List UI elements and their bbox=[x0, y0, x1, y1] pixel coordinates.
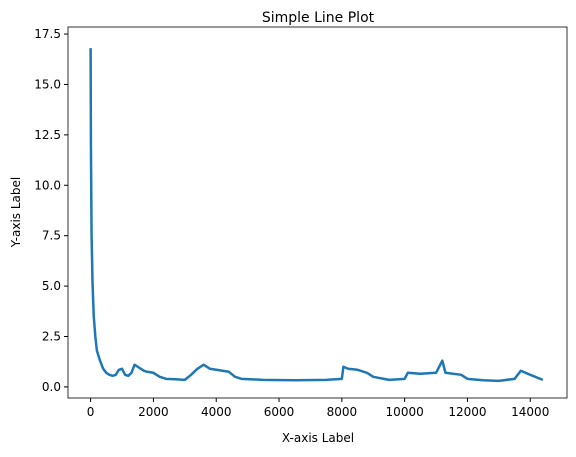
x-tick-label: 4000 bbox=[201, 405, 232, 419]
x-tick-label: 10000 bbox=[386, 405, 424, 419]
line-series bbox=[89, 48, 544, 383]
x-tick-label: 14000 bbox=[511, 405, 549, 419]
y-tick-label: 15.0 bbox=[34, 77, 61, 91]
y-axis-label: Y-axis Label bbox=[9, 177, 23, 248]
y-tick-label: 5.0 bbox=[42, 279, 61, 293]
x-tick-label: 2000 bbox=[138, 405, 169, 419]
chart-title: Simple Line Plot bbox=[262, 10, 375, 26]
y-tick-label: 2.5 bbox=[42, 330, 61, 344]
y-tick-label: 0.0 bbox=[42, 380, 61, 394]
x-tick-label: 6000 bbox=[264, 405, 295, 419]
x-axis-label: X-axis Label bbox=[282, 431, 354, 445]
y-tick-label: 7.5 bbox=[42, 229, 61, 243]
y-tick-label: 12.5 bbox=[34, 128, 61, 142]
x-tick-label: 12000 bbox=[448, 405, 486, 419]
x-tick-label: 8000 bbox=[327, 405, 358, 419]
x-tick-label: 0 bbox=[87, 405, 95, 419]
y-tick-label: 10.0 bbox=[34, 178, 61, 192]
y-tick-label: 17.5 bbox=[34, 27, 61, 41]
plot-frame bbox=[67, 26, 568, 399]
